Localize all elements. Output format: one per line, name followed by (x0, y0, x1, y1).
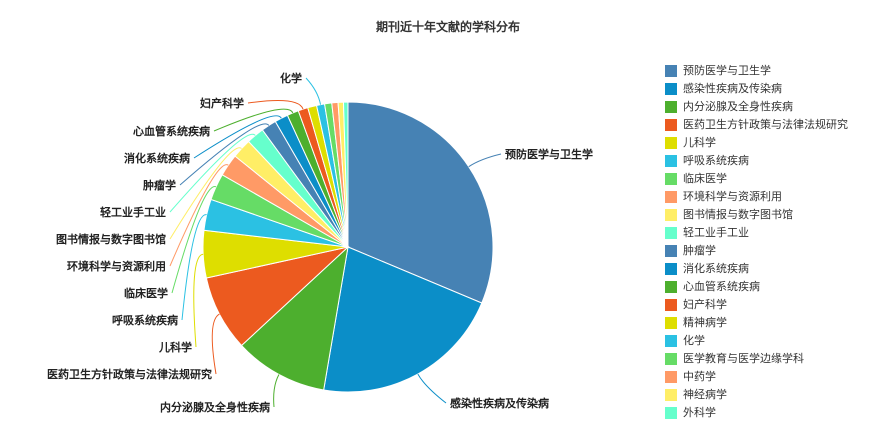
legend-swatch (665, 335, 677, 347)
pie-leader-lines (169, 77, 502, 408)
legend-label: 图书情报与数字图书馆 (683, 208, 793, 221)
legend-swatch (665, 353, 677, 365)
legend-item[interactable]: 预防医学与卫生学 (665, 62, 890, 80)
legend-item[interactable]: 中药学 (665, 368, 890, 386)
slice-label: 图书情报与数字图书馆 (56, 232, 166, 246)
leader-line (247, 100, 304, 110)
legend-label: 心血管系统疾病 (683, 280, 760, 293)
legend-label: 神经病学 (683, 388, 727, 401)
leader-line (468, 153, 502, 168)
leader-line (193, 253, 204, 348)
legend-item[interactable]: 轻工业手工业 (665, 224, 890, 242)
pie-slice[interactable] (347, 101, 494, 304)
legend-swatch (665, 209, 677, 221)
chart-legend: 预防医学与卫生学 感染性疾病及传染病 内分泌腺及全身性疾病医药卫生方针政策与法律法规… (665, 62, 890, 422)
legend-label: 呼吸系统疾病 (683, 154, 749, 167)
legend-item[interactable]: 医学教育与医学边缘学科 (665, 350, 890, 368)
legend-swatch (665, 191, 677, 203)
leader-line (305, 77, 322, 105)
legend-label: 中药学 (683, 370, 716, 383)
legend-item[interactable]: 妇产科学 (665, 296, 890, 314)
legend-swatch (665, 83, 677, 95)
legend-swatch (665, 155, 677, 167)
slice-label: 化学 (280, 71, 302, 85)
legend-item[interactable]: 医药卫生方针政策与法律法规研究 (665, 116, 890, 134)
leader-line (181, 214, 207, 321)
slice-label: 心血管系统疾病 (133, 124, 210, 138)
legend-item[interactable]: 化学 (665, 332, 890, 350)
legend-label: 内分泌腺及全身性疾病 (683, 100, 793, 113)
slice-label: 内分泌腺及全身性疾病 (160, 400, 270, 414)
leader-line (193, 115, 282, 159)
leader-line (417, 373, 447, 404)
leader-line (169, 133, 256, 213)
slice-label: 环境科学与资源利用 (67, 259, 166, 273)
legend-label: 妇产科学 (683, 298, 727, 311)
legend-item[interactable]: 神经病学 (665, 386, 890, 404)
slice-label: 临床医学 (124, 286, 168, 300)
leader-line (213, 108, 294, 132)
leader-line (169, 147, 242, 240)
legend-swatch (665, 407, 677, 419)
legend-label: 消化系统疾病 (683, 262, 749, 275)
legend-item[interactable]: 环境科学与资源利用 (665, 188, 890, 206)
legend-label: 肿瘤学 (683, 244, 716, 257)
legend-swatch (665, 389, 677, 401)
pie-slice[interactable] (240, 245, 349, 391)
legend-label: 化学 (683, 334, 705, 347)
slice-label: 呼吸系统疾病 (112, 313, 178, 327)
legend-item[interactable]: 呼吸系统疾病 (665, 152, 890, 170)
legend-label: 感染性疾病及传染病 (683, 82, 782, 95)
legend-label: 精神病学 (683, 316, 727, 329)
legend-swatch (665, 317, 677, 329)
leader-line (179, 123, 270, 186)
legend-label: 预防医学与卫生学 (683, 64, 771, 77)
leader-line (171, 186, 217, 294)
slice-label: 妇产科学 (199, 96, 244, 110)
legend-label: 环境科学与资源利用 (683, 190, 782, 203)
legend-item[interactable]: 肿瘤学 (665, 242, 890, 260)
legend-label: 医药卫生方针政策与法律法规研究 (683, 118, 848, 131)
slice-label: 肿瘤学 (143, 178, 176, 192)
legend-item[interactable]: 外科学 (665, 404, 890, 422)
legend-label: 轻工业手工业 (683, 226, 749, 239)
legend-swatch (665, 227, 677, 239)
leader-line (211, 313, 220, 375)
slice-label: 消化系统疾病 (124, 151, 190, 165)
legend-item[interactable]: 儿科学 (665, 134, 890, 152)
pie-slice[interactable] (342, 101, 349, 248)
legend-item[interactable]: 图书情报与数字图书馆 (665, 206, 890, 224)
legend-label: 外科学 (683, 406, 716, 419)
leader-line (273, 374, 280, 408)
legend-item[interactable]: 临床医学 (665, 170, 890, 188)
legend-swatch (665, 245, 677, 257)
legend-swatch (665, 263, 677, 275)
legend-swatch (665, 101, 677, 113)
slice-label: 预防医学与卫生学 (505, 147, 593, 161)
legend-swatch (665, 119, 677, 131)
legend-item[interactable]: 消化系统疾病 (665, 260, 890, 278)
legend-label: 临床医学 (683, 172, 727, 185)
leader-line (169, 164, 229, 267)
slice-label: 医药卫生方针政策与法律法规研究 (47, 367, 212, 381)
slice-label: 儿科学 (158, 340, 192, 354)
legend-item[interactable]: 心血管系统疾病 (665, 278, 890, 296)
legend-item[interactable]: 精神病学 (665, 314, 890, 332)
legend-swatch (665, 299, 677, 311)
legend-swatch (665, 281, 677, 293)
slice-label: 轻工业手工业 (100, 205, 166, 219)
legend-item[interactable]: 感染性疾病及传染病 (665, 80, 890, 98)
pie-slices (202, 101, 494, 393)
legend-swatch (665, 65, 677, 77)
legend-label: 医学教育与医学边缘学科 (683, 352, 804, 365)
chart-title: 期刊近十年文献的学科分布 (375, 20, 520, 34)
legend-swatch (665, 371, 677, 383)
legend-swatch (665, 137, 677, 149)
slice-label: 感染性疾病及传染病 (450, 396, 549, 410)
legend-label: 儿科学 (683, 136, 716, 149)
legend-item[interactable]: 内分泌腺及全身性疾病 (665, 98, 890, 116)
legend-swatch (665, 173, 677, 185)
